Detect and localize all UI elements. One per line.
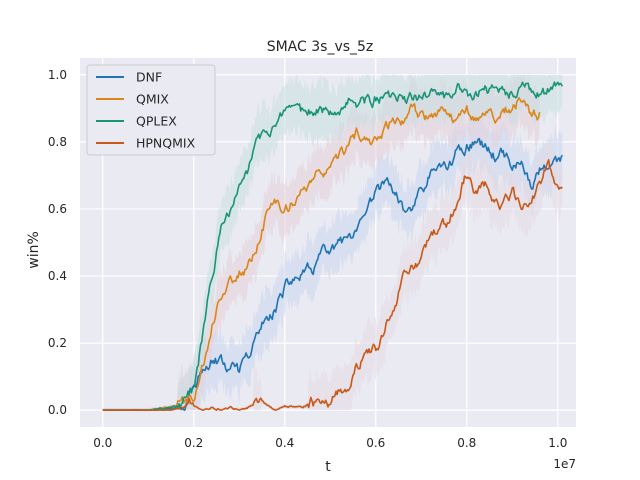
legend-frame [86, 64, 216, 156]
series-line-hpnqmix [102, 159, 563, 411]
chart-title: SMAC 3s_vs_5z [267, 39, 374, 55]
legend-label-hpnqmix: HPNQMIX [136, 136, 196, 151]
legend-label-dnf: DNF [136, 70, 162, 85]
y-tick-label: 0.8 [48, 135, 67, 149]
x-tick-label: 0.4 [275, 436, 294, 450]
tick-labels: 0.0 0.2 0.4 0.6 0.8 1.0 0.0 0.2 0.4 0.6 0.8 1.0 [48, 68, 567, 450]
series-band-hpnqmix [102, 136, 563, 411]
x-offset-text: 1e7 [553, 457, 576, 471]
legend: DNF QMIX QPLEX HPNQMIX [86, 64, 216, 156]
legend-label-qmix: QMIX [136, 92, 169, 107]
x-tick-label: 0.2 [184, 436, 203, 450]
x-axis-label: t [325, 459, 331, 475]
x-tick-label: 0.8 [457, 436, 476, 450]
y-tick-label: 0.4 [48, 269, 67, 283]
series-lines [102, 81, 564, 411]
series-line-qplex [102, 81, 564, 411]
y-axis-label: win% [26, 231, 42, 269]
y-tick-label: 0.0 [48, 403, 67, 417]
series-line-qmix [102, 97, 541, 411]
x-tick-label: 0.0 [93, 436, 112, 450]
y-tick-label: 0.2 [48, 336, 67, 350]
legend-label-qplex: QPLEX [136, 114, 177, 129]
x-tick-label: 0.6 [366, 436, 385, 450]
y-tick-label: 0.6 [48, 202, 67, 216]
y-tick-label: 1.0 [48, 68, 67, 82]
x-tick-label: 1.0 [548, 436, 567, 450]
